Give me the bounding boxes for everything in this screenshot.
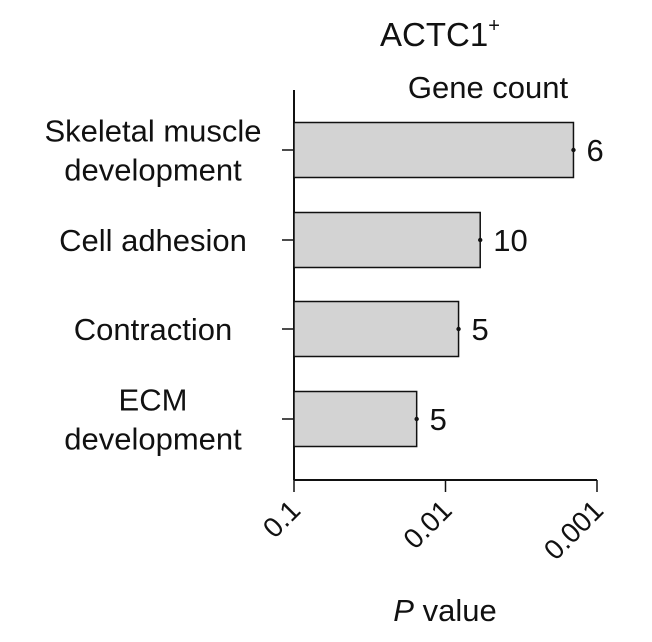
- bar: [293, 390, 418, 448]
- bar-end-dot: [414, 416, 419, 422]
- bar: [293, 121, 575, 179]
- category-label: ECM: [119, 383, 188, 418]
- category-label: development: [64, 153, 242, 188]
- x-axis-label: P value: [393, 593, 496, 628]
- bar-end-dot: [571, 147, 576, 153]
- gene-count-label: 5: [472, 312, 489, 347]
- category-label: development: [64, 422, 242, 457]
- bar-end-dot: [456, 326, 461, 332]
- x-tick-label: 0.01: [397, 494, 457, 554]
- x-tick-label: 0.001: [538, 494, 609, 565]
- x-tick-label: 0.1: [257, 494, 306, 543]
- gene-count-header: Gene count: [408, 70, 569, 105]
- gene-count-label: 10: [493, 223, 527, 258]
- bar: [293, 300, 460, 358]
- bar: [293, 211, 481, 269]
- gene-count-label: 5: [430, 402, 447, 437]
- gene-count-label: 6: [586, 133, 603, 168]
- category-label: Skeletal muscle: [44, 114, 261, 149]
- x-ticks-group: 0.1 0.01 0.001: [257, 480, 609, 566]
- chart-title: ACTC1+: [380, 15, 500, 53]
- bars-group: 6 Skeletal muscle development 10 Cell adhesi…: [44, 114, 603, 457]
- category-label: Contraction: [74, 312, 233, 347]
- bar-end-dot: [478, 237, 483, 243]
- category-label: Cell adhesion: [59, 223, 247, 258]
